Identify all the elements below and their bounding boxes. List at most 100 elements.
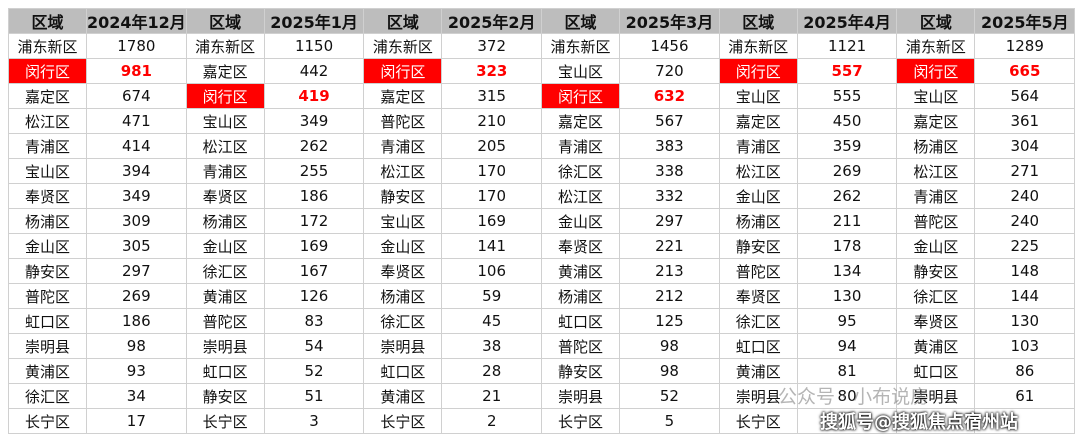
value-cell: 555 bbox=[796, 83, 898, 109]
value-cell: 80 bbox=[796, 383, 898, 409]
header-cell: 区域 bbox=[363, 8, 443, 34]
district-cell: 奉贤区 bbox=[8, 183, 87, 209]
district-cell: 浦东新区 bbox=[718, 33, 798, 59]
district-cell: 普陀区 bbox=[541, 333, 621, 359]
district-cell: 杨浦区 bbox=[363, 283, 443, 309]
value-cell: 21 bbox=[441, 383, 543, 409]
district-cell bbox=[896, 408, 976, 434]
district-cell: 静安区 bbox=[185, 383, 265, 409]
value-cell: 34 bbox=[86, 383, 187, 409]
district-cell: 浦东新区 bbox=[363, 33, 443, 59]
district-cell: 徐汇区 bbox=[8, 383, 87, 409]
table-row: 浦东新区 1780 浦东新区 1150 浦东新区 372 浦东新区 1456 浦东新区 1121 浦… bbox=[8, 33, 1076, 59]
district-cell: 嘉定区 bbox=[8, 83, 87, 109]
table-row: 金山区 305 金山区 169 金山区 141 奉贤区 221 静安区 178 金山区 225 bbox=[8, 233, 1076, 259]
value-cell: 271 bbox=[974, 158, 1076, 184]
district-cell: 杨浦区 bbox=[8, 208, 87, 234]
value-cell: 103 bbox=[974, 333, 1076, 359]
value-cell: 225 bbox=[974, 233, 1076, 259]
district-cell: 浦东新区 bbox=[541, 33, 621, 59]
value-cell: 83 bbox=[263, 308, 365, 334]
value-cell: 54 bbox=[263, 333, 365, 359]
value-cell: 94 bbox=[796, 333, 898, 359]
value-cell: 349 bbox=[263, 108, 365, 134]
table-row: 静安区 297 徐汇区 167 奉贤区 106 黄浦区 213 普陀区 134 静安区 148 bbox=[8, 258, 1076, 284]
value-cell: 98 bbox=[619, 333, 720, 359]
district-cell: 金山区 bbox=[363, 233, 443, 259]
table-row: 普陀区 269 黄浦区 126 杨浦区 59 杨浦区 212 奉贤区 130 徐汇区 144 bbox=[8, 283, 1076, 309]
value-cell: 1780 bbox=[86, 33, 187, 59]
value-cell: 297 bbox=[619, 208, 720, 234]
value-cell: 167 bbox=[263, 258, 365, 284]
value-cell: 59 bbox=[441, 283, 543, 309]
value-cell: 361 bbox=[974, 108, 1076, 134]
district-cell: 奉贤区 bbox=[896, 308, 976, 334]
district-cell: 徐汇区 bbox=[718, 308, 798, 334]
value-cell: 125 bbox=[619, 308, 720, 334]
district-cell: 宝山区 bbox=[896, 83, 976, 109]
header-cell: 区域 bbox=[896, 8, 976, 34]
district-cell: 静安区 bbox=[363, 183, 443, 209]
district-cell: 长宁区 bbox=[185, 408, 265, 434]
value-cell: 674 bbox=[86, 83, 187, 109]
district-cell: 虹口区 bbox=[896, 358, 976, 384]
value-cell: 304 bbox=[974, 133, 1076, 159]
district-cell: 嘉定区 bbox=[363, 83, 443, 109]
value-cell: 297 bbox=[86, 258, 187, 284]
district-cell: 青浦区 bbox=[896, 183, 976, 209]
value-cell: 262 bbox=[796, 183, 898, 209]
table-row: 黄浦区 93 虹口区 52 虹口区 28 静安区 98 黄浦区 81 虹口区 86 bbox=[8, 358, 1076, 384]
district-cell: 普陀区 bbox=[363, 108, 443, 134]
value-cell: 221 bbox=[619, 233, 720, 259]
district-cell: 崇明县 bbox=[896, 383, 976, 409]
district-cell: 徐汇区 bbox=[185, 258, 265, 284]
district-cell: 嘉定区 bbox=[185, 58, 265, 84]
value-cell: 269 bbox=[796, 158, 898, 184]
value-cell: 394 bbox=[86, 158, 187, 184]
district-cell: 嘉定区 bbox=[541, 108, 621, 134]
table-row: 长宁区 17 长宁区 3 长宁区 2 长宁区 5 长宁区 bbox=[8, 408, 1076, 434]
district-cell: 闵行区 bbox=[718, 58, 798, 84]
header-cell: 区域 bbox=[718, 8, 798, 34]
district-cell: 浦东新区 bbox=[8, 33, 87, 59]
value-cell: 1121 bbox=[796, 33, 898, 59]
value-cell: 28 bbox=[441, 358, 543, 384]
value-cell: 186 bbox=[263, 183, 365, 209]
district-cell: 静安区 bbox=[8, 258, 87, 284]
table-row: 杨浦区 309 杨浦区 172 宝山区 169 金山区 297 杨浦区 211 普陀区 240 bbox=[8, 208, 1076, 234]
value-cell: 210 bbox=[441, 108, 543, 134]
value-cell bbox=[974, 408, 1076, 434]
value-cell: 981 bbox=[86, 58, 187, 84]
table-row: 宝山区 394 青浦区 255 松江区 170 徐汇区 338 松江区 269 松江区 271 bbox=[8, 158, 1076, 184]
value-cell: 211 bbox=[796, 208, 898, 234]
value-cell: 349 bbox=[86, 183, 187, 209]
district-cell: 嘉定区 bbox=[896, 108, 976, 134]
district-cell: 杨浦区 bbox=[896, 133, 976, 159]
district-cell: 宝山区 bbox=[363, 208, 443, 234]
district-cell: 虹口区 bbox=[8, 308, 87, 334]
district-cell: 杨浦区 bbox=[541, 283, 621, 309]
district-cell: 普陀区 bbox=[896, 208, 976, 234]
district-cell: 普陀区 bbox=[718, 258, 798, 284]
district-cell: 青浦区 bbox=[363, 133, 443, 159]
value-cell: 38 bbox=[441, 333, 543, 359]
district-cell: 青浦区 bbox=[8, 133, 87, 159]
value-cell: 632 bbox=[619, 83, 720, 109]
district-cell: 黄浦区 bbox=[896, 333, 976, 359]
value-cell: 1150 bbox=[263, 33, 365, 59]
district-cell: 闵行区 bbox=[8, 58, 87, 84]
district-cell: 崇明县 bbox=[185, 333, 265, 359]
district-cell: 长宁区 bbox=[8, 408, 87, 434]
value-cell: 169 bbox=[441, 208, 543, 234]
value-cell: 98 bbox=[619, 358, 720, 384]
value-cell: 17 bbox=[86, 408, 187, 434]
district-cell: 浦东新区 bbox=[896, 33, 976, 59]
table-row: 奉贤区 349 奉贤区 186 静安区 170 松江区 332 金山区 262 青浦区 240 bbox=[8, 183, 1076, 209]
district-cell: 徐汇区 bbox=[363, 308, 443, 334]
value-cell: 471 bbox=[86, 108, 187, 134]
district-cell: 浦东新区 bbox=[185, 33, 265, 59]
table-row: 闵行区 981 嘉定区 442 闵行区 323 宝山区 720 闵行区 557 闵行区 665 bbox=[8, 58, 1076, 84]
district-cell: 松江区 bbox=[363, 158, 443, 184]
district-cell: 徐汇区 bbox=[541, 158, 621, 184]
value-cell: 255 bbox=[263, 158, 365, 184]
